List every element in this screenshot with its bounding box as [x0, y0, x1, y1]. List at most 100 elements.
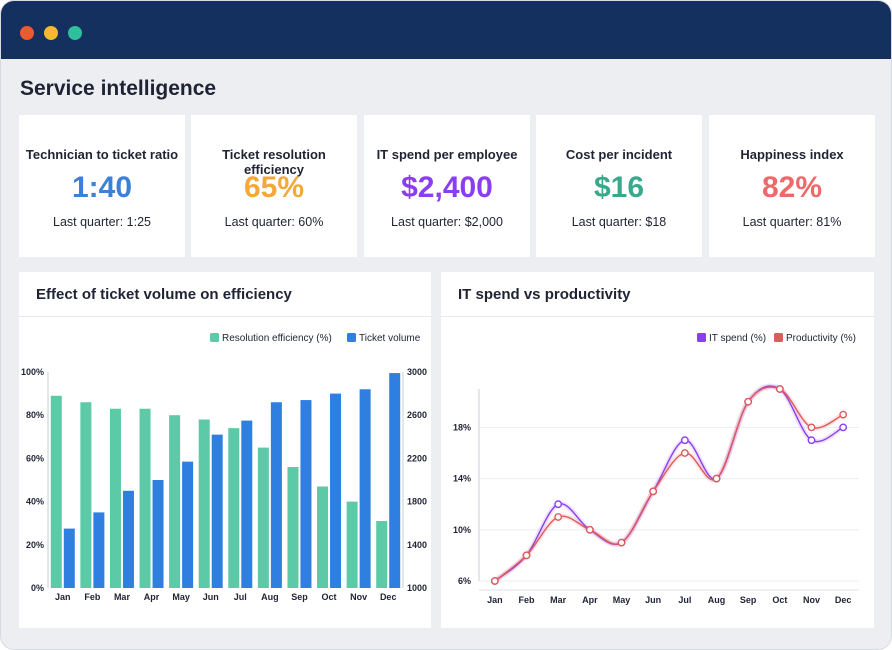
- kpi-value: 65%: [243, 171, 305, 204]
- point-it-spend: [807, 436, 816, 445]
- legend-label-productivity: Productivity (%): [786, 333, 856, 344]
- bar-efficiency: [257, 447, 269, 588]
- legend-swatch-volume: [347, 333, 356, 342]
- y-right-tick-label: 1000: [407, 583, 427, 593]
- x-tick-label: Nov: [350, 592, 367, 602]
- kpi-value: $16: [593, 171, 645, 204]
- x-tick-label: Dec: [380, 592, 397, 602]
- line-glow-productivity: [493, 384, 845, 583]
- y-tick-label: 6%: [458, 576, 471, 586]
- x-tick-label: Feb: [84, 592, 101, 602]
- close-window-button[interactable]: [20, 26, 34, 40]
- point-productivity: [807, 423, 816, 432]
- x-tick-label: Dec: [835, 595, 852, 605]
- kpi-last-quarter: Last quarter: $2,000: [391, 215, 503, 229]
- x-tick-label: May: [172, 592, 190, 602]
- title-bar: [1, 1, 891, 59]
- kpi-last-quarter: Last quarter: 1:25: [53, 215, 151, 229]
- bar-ticket-volume: [93, 512, 105, 588]
- bar-ticket-volume: [270, 402, 282, 588]
- point-productivity: [490, 577, 499, 585]
- point-productivity: [554, 513, 563, 521]
- kpi-card-technician-ratio[interactable]: Technician to ticket ratio 1:40 Last qua…: [19, 115, 185, 257]
- kpi-card-it-spend[interactable]: IT spend per employee $2,400 Last quarte…: [364, 115, 530, 257]
- bar-ticket-volume: [330, 393, 342, 588]
- x-tick-label: Aug: [261, 592, 279, 602]
- bar-efficiency: [346, 501, 358, 588]
- kpi-label: Technician to ticket ratio: [25, 147, 179, 162]
- kpi-last-quarter: Last quarter: $18: [571, 215, 667, 229]
- bar-efficiency: [169, 415, 181, 588]
- x-tick-label: Jun: [203, 592, 219, 602]
- bar-chart: Resolution efficiency (%) Ticket volume 0%…: [21, 333, 427, 602]
- bar-efficiency: [139, 408, 151, 588]
- point-productivity: [617, 538, 626, 547]
- point-it-spend: [839, 423, 848, 432]
- bar-efficiency: [287, 467, 299, 588]
- legend-label-it-spend: IT spend (%): [709, 333, 766, 344]
- x-tick-label: Sep: [291, 592, 308, 602]
- line-glow-it-spend: [493, 383, 845, 584]
- point-productivity: [839, 410, 848, 419]
- kpi-card-happiness-index[interactable]: Happiness index 82% Last quarter: 81%: [709, 115, 875, 257]
- point-productivity: [522, 551, 531, 560]
- y-right-tick-label: 2600: [407, 410, 427, 420]
- ticket-volume-panel: Effect of ticket volume on efficiency Re…: [19, 272, 431, 628]
- bar-ticket-volume: [389, 373, 401, 588]
- point-productivity: [649, 487, 658, 496]
- minimize-window-button[interactable]: [44, 26, 58, 40]
- y-right-tick-label: 1400: [407, 540, 427, 550]
- x-tick-label: Nov: [803, 595, 820, 605]
- bar-efficiency: [376, 521, 388, 588]
- kpi-card-resolution-efficiency[interactable]: Ticket resolution efficiency 65% Last qu…: [191, 115, 357, 257]
- point-it-spend: [680, 436, 689, 445]
- spend-productivity-panel: IT spend vs productivity IT spend (%) Pro…: [441, 272, 874, 628]
- bar-ticket-volume: [152, 480, 164, 588]
- x-tick-label: Jun: [645, 595, 661, 605]
- point-productivity: [680, 449, 689, 457]
- x-tick-label: Jul: [678, 595, 691, 605]
- bar-efficiency: [80, 402, 92, 588]
- panel-divider: [19, 316, 431, 317]
- bar-ticket-volume: [359, 389, 371, 588]
- kpi-card-cost-per-incident[interactable]: Cost per incident $16 Last quarter: $18: [536, 115, 702, 257]
- y-tick-label: 18%: [453, 422, 471, 432]
- kpi-value: $2,400: [401, 171, 493, 204]
- point-productivity: [585, 525, 594, 534]
- kpi-value: 82%: [761, 171, 823, 204]
- x-tick-label: Aug: [708, 595, 726, 605]
- line-chart: IT spend (%) Productivity (%) 6% 10% 14% 18% J…: [453, 333, 859, 605]
- y-left-tick-label: 80%: [26, 410, 44, 420]
- bar-ticket-volume: [182, 461, 194, 588]
- bar-ticket-volume: [63, 528, 75, 588]
- legend-swatch-it-spend: [697, 333, 706, 342]
- legend-label-volume: Ticket volume: [359, 333, 421, 344]
- x-tick-label: Apr: [582, 595, 598, 605]
- page-title: Service intelligence: [20, 77, 217, 100]
- bar-ticket-volume: [122, 490, 134, 588]
- x-tick-label: Feb: [518, 595, 535, 605]
- kpi-label: Happiness index: [740, 147, 844, 162]
- x-tick-label: Apr: [144, 592, 160, 602]
- y-left-tick-label: 60%: [26, 453, 44, 463]
- y-tick-label: 10%: [453, 525, 471, 535]
- maximize-window-button[interactable]: [68, 26, 82, 40]
- bar-ticket-volume: [211, 434, 223, 588]
- point-it-spend: [554, 500, 563, 509]
- legend-swatch-efficiency: [210, 333, 219, 342]
- kpi-label: IT spend per employee: [376, 147, 518, 162]
- kpi-label: Cost per incident: [565, 147, 673, 162]
- y-left-tick-label: 20%: [26, 540, 44, 550]
- bar-efficiency: [198, 419, 210, 588]
- point-productivity: [712, 474, 721, 483]
- bar-efficiency: [109, 408, 121, 588]
- panel-divider: [441, 316, 874, 317]
- x-tick-label: Sep: [740, 595, 757, 605]
- kpi-last-quarter: Last quarter: 81%: [742, 215, 842, 229]
- x-tick-label: Oct: [322, 592, 337, 602]
- y-right-tick-label: 3000: [407, 367, 427, 377]
- x-tick-label: Oct: [772, 595, 787, 605]
- panel-title: IT spend vs productivity: [458, 286, 631, 303]
- x-tick-label: Jul: [234, 592, 247, 602]
